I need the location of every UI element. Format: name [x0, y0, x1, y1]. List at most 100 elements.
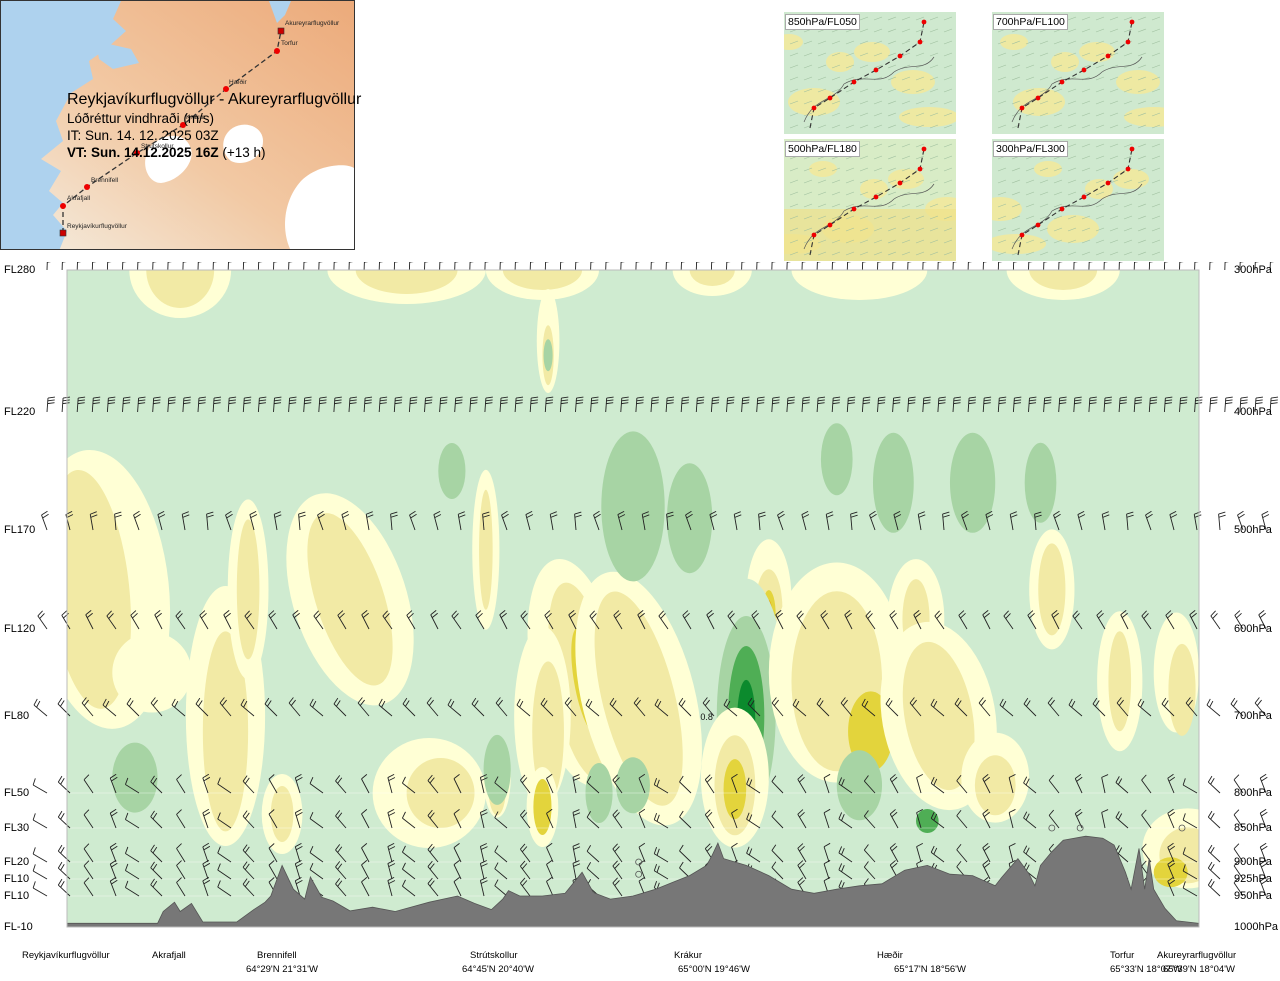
wind-barb	[1053, 510, 1061, 531]
barb-tick	[823, 773, 831, 779]
barb-tick	[983, 399, 991, 402]
barb-tick	[656, 779, 660, 787]
wind-contour-58	[974, 755, 1016, 816]
wind-barb	[653, 864, 669, 880]
barb-tick	[731, 842, 738, 848]
barb-tick	[410, 513, 417, 519]
barb-tick	[841, 779, 845, 786]
wind-barb	[1027, 610, 1037, 630]
barb-tick	[176, 843, 182, 849]
barb-tick	[298, 511, 306, 515]
barb-tick	[1141, 860, 1147, 867]
barb-tick	[519, 700, 524, 708]
barb-tick	[591, 613, 597, 619]
barb-tick	[1135, 396, 1143, 399]
barb-tick	[893, 399, 901, 402]
barb-tick	[217, 880, 221, 888]
barb-tick	[250, 514, 258, 519]
barb-staff	[361, 614, 370, 630]
barb-staff	[916, 846, 922, 863]
barb-tick	[108, 613, 114, 619]
barb-tick	[606, 399, 614, 402]
wind-barb	[494, 845, 508, 863]
barb-staff	[257, 398, 260, 413]
barb-tick	[591, 399, 599, 402]
barb-tick	[746, 846, 750, 854]
barb-staff	[520, 882, 531, 897]
barb-tick	[295, 773, 302, 779]
barb-tick	[1071, 700, 1076, 708]
barb-staff	[1233, 814, 1244, 829]
barb-tick	[797, 774, 804, 780]
wind-barb	[175, 610, 186, 630]
barb-tick	[1207, 775, 1213, 783]
barb-staff	[217, 852, 232, 863]
barb-tick	[1194, 511, 1201, 515]
barb-tick	[891, 862, 898, 869]
barb-tick	[395, 399, 403, 402]
barb-tick	[817, 402, 825, 405]
wind-barb	[61, 262, 67, 271]
barb-staff	[167, 398, 170, 413]
barb-staff	[150, 781, 163, 794]
barb-tick	[480, 777, 488, 781]
barb-staff	[109, 777, 117, 794]
barb-staff	[150, 850, 163, 863]
barb-tick	[1117, 847, 1123, 854]
wind-barb	[514, 262, 520, 271]
wind-barb	[679, 844, 692, 863]
barb-tick	[1078, 514, 1086, 519]
wind-barb	[335, 775, 347, 794]
map-glacier-vatnajokull	[285, 165, 354, 249]
barb-tick	[1210, 399, 1218, 402]
barb-tick	[32, 813, 36, 821]
wind-barb	[83, 809, 94, 829]
barb-tick	[842, 699, 848, 706]
wind-barb	[125, 863, 140, 880]
wind-barb	[1269, 262, 1275, 271]
barb-tick	[106, 610, 112, 617]
barb-tick	[591, 402, 599, 405]
barb-tick	[1240, 396, 1248, 399]
barb-staff	[726, 398, 728, 413]
barb-tick	[108, 396, 116, 399]
barb-tick	[522, 613, 528, 619]
wind-barb	[125, 777, 140, 794]
barb-tick	[1210, 847, 1215, 854]
wind-barb	[544, 396, 554, 413]
wind-barb	[913, 610, 922, 630]
wind-barb	[861, 698, 876, 717]
barb-tick	[908, 396, 916, 399]
wind-barb	[893, 510, 902, 531]
barb-tick	[546, 612, 552, 619]
wind-barb	[150, 697, 163, 717]
barb-staff	[32, 870, 48, 880]
barb-staff	[733, 514, 738, 531]
wind-barb	[572, 843, 581, 863]
barb-tick	[638, 842, 646, 848]
barb-tick	[1118, 699, 1124, 706]
wind-barb	[1051, 610, 1060, 630]
barb-tick	[747, 697, 753, 705]
barb-staff	[823, 777, 830, 794]
barb-tick	[1026, 700, 1031, 707]
barb-tick	[817, 399, 825, 402]
barb-tick	[889, 610, 896, 616]
barb-tick	[1210, 396, 1218, 399]
wind-barb	[1074, 808, 1083, 829]
wind-barb	[106, 396, 116, 413]
barb-tick	[1141, 610, 1147, 617]
barb-tick	[175, 610, 181, 617]
barb-tick	[573, 863, 581, 867]
barb-tick	[1029, 612, 1035, 619]
wind-barb	[1115, 776, 1129, 794]
barb-staff	[479, 863, 485, 880]
barb-staff	[1207, 850, 1221, 863]
wind-barb	[33, 698, 48, 717]
wind-barb	[294, 842, 303, 863]
barb-tick	[848, 396, 856, 399]
barb-tick	[1167, 808, 1174, 814]
barb-tick	[1117, 813, 1123, 820]
barb-tick	[335, 861, 341, 868]
barb-staff	[150, 884, 163, 897]
